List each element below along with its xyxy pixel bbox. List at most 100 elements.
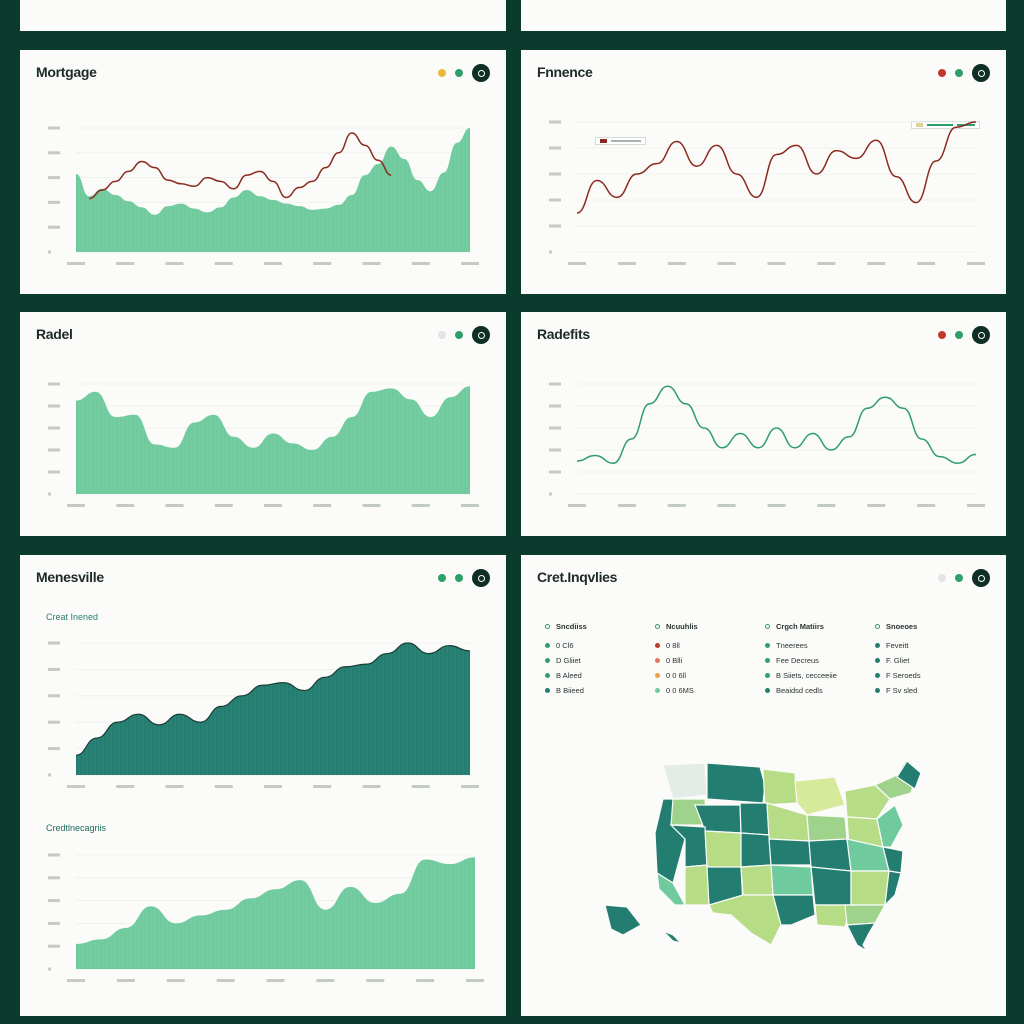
stats-item: Feveitt bbox=[875, 641, 985, 650]
panel-options-button[interactable] bbox=[972, 64, 990, 82]
x-tick-label bbox=[214, 504, 233, 507]
status-dot-red bbox=[938, 69, 946, 77]
y-tick-label bbox=[549, 146, 561, 150]
series-line bbox=[576, 121, 977, 214]
stats-value: F Sv sled bbox=[886, 686, 918, 695]
chart-subtitle-top: Creat Inened bbox=[46, 612, 99, 622]
stats-value: 0 Cl6 bbox=[556, 641, 574, 650]
stats-value: Feveitt bbox=[886, 641, 909, 650]
bullet-icon bbox=[655, 624, 660, 629]
x-tick-label bbox=[466, 979, 484, 982]
x-tick-label bbox=[461, 262, 479, 265]
x-tick-label bbox=[817, 504, 836, 507]
x-tick-label bbox=[362, 785, 381, 788]
stats-value: D Gliiet bbox=[556, 656, 581, 665]
panel-options-button[interactable] bbox=[472, 569, 490, 587]
x-tick-label bbox=[165, 785, 184, 788]
panel-title: Radel bbox=[36, 326, 73, 342]
stats-item: B Biieed bbox=[545, 686, 655, 695]
panel-finance: Fnnence bbox=[521, 50, 1006, 294]
stats-item: 0 0 6MS bbox=[655, 686, 765, 695]
y-tick-label bbox=[48, 151, 60, 155]
y-tick-label bbox=[48, 382, 60, 386]
panel-controls bbox=[438, 326, 490, 344]
series-line bbox=[89, 132, 392, 200]
y-tick-label bbox=[549, 172, 561, 176]
stats-item: F Sv sled bbox=[875, 686, 985, 695]
panel-options-button[interactable] bbox=[472, 64, 490, 82]
x-tick-label bbox=[67, 262, 85, 265]
bullet-icon bbox=[765, 624, 770, 629]
stats-value: Beaidsd cedls bbox=[776, 686, 823, 695]
status-dot-icon bbox=[875, 688, 880, 693]
panel-controls bbox=[938, 326, 990, 344]
status-dot-yellow bbox=[438, 69, 446, 77]
y-tick-label bbox=[48, 470, 60, 474]
stats-item: B Siiets, cecceeiie bbox=[765, 671, 875, 680]
stats-item: D Gliiet bbox=[545, 656, 655, 665]
x-tick-label bbox=[116, 785, 135, 788]
x-tick-label bbox=[411, 262, 430, 265]
y-tick-label bbox=[48, 667, 60, 671]
status-dot-green bbox=[438, 574, 446, 582]
x-tick-label bbox=[967, 262, 985, 265]
panel-controls bbox=[438, 64, 490, 82]
x-tick-label bbox=[411, 785, 430, 788]
x-tick-label bbox=[266, 979, 285, 982]
y-tick-label bbox=[48, 967, 51, 971]
x-tick-label bbox=[316, 979, 335, 982]
radefits-chart bbox=[549, 382, 985, 507]
panel-top-left-partial bbox=[20, 0, 506, 31]
y-tick-label bbox=[549, 382, 561, 386]
panel-title: Radefits bbox=[537, 326, 590, 342]
y-tick-label bbox=[549, 120, 561, 124]
y-tick-label bbox=[48, 694, 60, 698]
x-tick-label bbox=[568, 262, 586, 265]
x-tick-label bbox=[362, 504, 381, 507]
x-tick-label bbox=[214, 262, 233, 265]
stats-value: 0 0 6MS bbox=[666, 686, 694, 695]
x-tick-label bbox=[568, 504, 586, 507]
status-dot-icon bbox=[545, 658, 550, 663]
stats-value: F Seroeds bbox=[886, 671, 921, 680]
x-tick-label bbox=[717, 504, 736, 507]
x-tick-label bbox=[767, 504, 786, 507]
status-dot-green bbox=[955, 69, 963, 77]
stats-header-label: Snoeoes bbox=[886, 622, 918, 631]
y-tick-label bbox=[48, 448, 60, 452]
y-tick-label bbox=[549, 198, 561, 202]
stats-value: B Aleed bbox=[556, 671, 582, 680]
stats-value: B Biieed bbox=[556, 686, 584, 695]
stats-item: 0 Cl6 bbox=[545, 641, 655, 650]
y-tick-label bbox=[48, 944, 60, 948]
stats-value: 0 8ll bbox=[666, 641, 680, 650]
status-dot-icon bbox=[765, 688, 770, 693]
y-tick-label bbox=[48, 853, 60, 857]
panel-options-button[interactable] bbox=[972, 569, 990, 587]
x-tick-label bbox=[416, 979, 435, 982]
finance-chart bbox=[549, 120, 985, 265]
panel-options-button[interactable] bbox=[472, 326, 490, 344]
stats-header-label: Ncuuhlis bbox=[666, 622, 698, 631]
panel-options-button[interactable] bbox=[972, 326, 990, 344]
x-tick-label bbox=[67, 785, 85, 788]
x-tick-label bbox=[116, 262, 135, 265]
y-tick-label bbox=[48, 404, 60, 408]
stats-item: 0 Blli bbox=[655, 656, 765, 665]
y-tick-label bbox=[48, 200, 60, 204]
series-area bbox=[76, 128, 470, 252]
x-tick-label bbox=[767, 262, 786, 265]
x-tick-label bbox=[362, 262, 381, 265]
panel-top-right-partial bbox=[521, 0, 1006, 31]
x-tick-label bbox=[166, 979, 185, 982]
stats-value: 0 Blli bbox=[666, 656, 683, 665]
status-dot-icon bbox=[655, 673, 660, 678]
bullet-icon bbox=[545, 624, 550, 629]
status-dot-green bbox=[455, 574, 463, 582]
x-tick-label bbox=[264, 262, 282, 265]
y-tick-label bbox=[549, 404, 561, 408]
legend-tag-left bbox=[595, 137, 646, 145]
y-tick-label bbox=[549, 224, 561, 228]
x-tick-label bbox=[313, 785, 332, 788]
panel-controls bbox=[938, 569, 990, 587]
